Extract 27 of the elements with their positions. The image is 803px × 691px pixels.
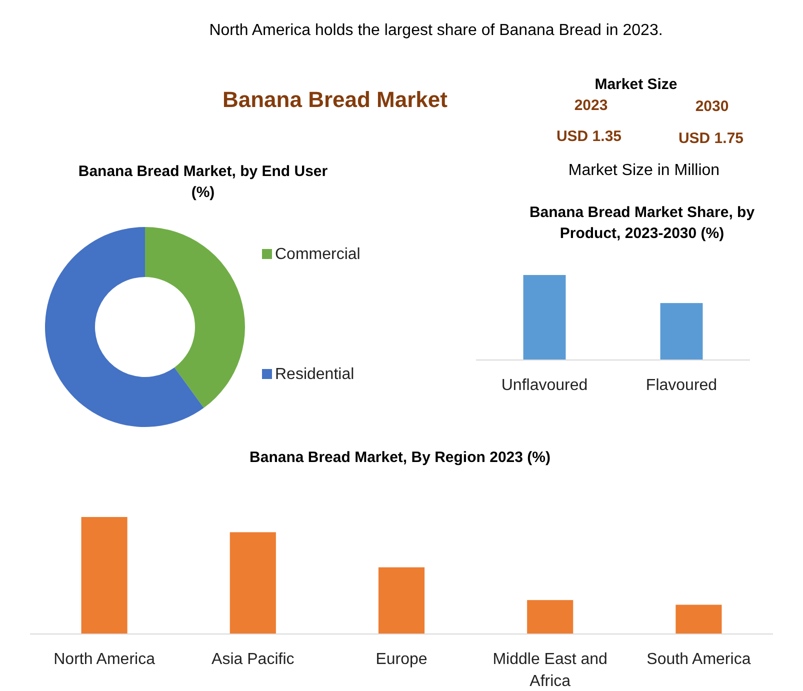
text: USD 1.75 — [678, 130, 744, 147]
bar — [81, 517, 128, 634]
legend-label: Residential — [275, 366, 354, 383]
text: North America holds the largest share of Banana Bread in 2023. — [209, 22, 663, 39]
x-tick-label: Asia Pacific — [212, 651, 294, 668]
x-tick-label: Flavoured — [646, 377, 718, 394]
x-tick-label: Unflavoured — [501, 377, 588, 394]
text: 2030 — [695, 98, 729, 115]
text: Market Size in Million — [568, 162, 720, 179]
chart-title: Banana Bread Market Share, by Product, 2023-2030 (%) — [529, 204, 756, 242]
x-tick-label: North America — [54, 651, 156, 668]
donut-slice — [145, 227, 245, 408]
x-tick-label: Europe — [376, 651, 428, 668]
bar — [378, 567, 425, 634]
text: Market Size — [594, 76, 678, 93]
chart-title: Banana Bread Market, By Region 2023 (%) — [250, 449, 550, 466]
bar — [676, 604, 722, 634]
legend-label: Commercial — [275, 246, 360, 263]
x-tick-label: Middle East and Africa — [492, 651, 608, 690]
bar — [230, 532, 276, 634]
donut-slice — [45, 227, 204, 427]
text: Banana Bread Market — [222, 87, 448, 112]
chart-title: Banana Bread Market, by End User (%) — [78, 163, 328, 201]
bar — [527, 600, 574, 634]
x-tick-label: South America — [646, 651, 751, 668]
text: USD 1.35 — [556, 128, 622, 145]
text: 2023 — [574, 97, 608, 114]
